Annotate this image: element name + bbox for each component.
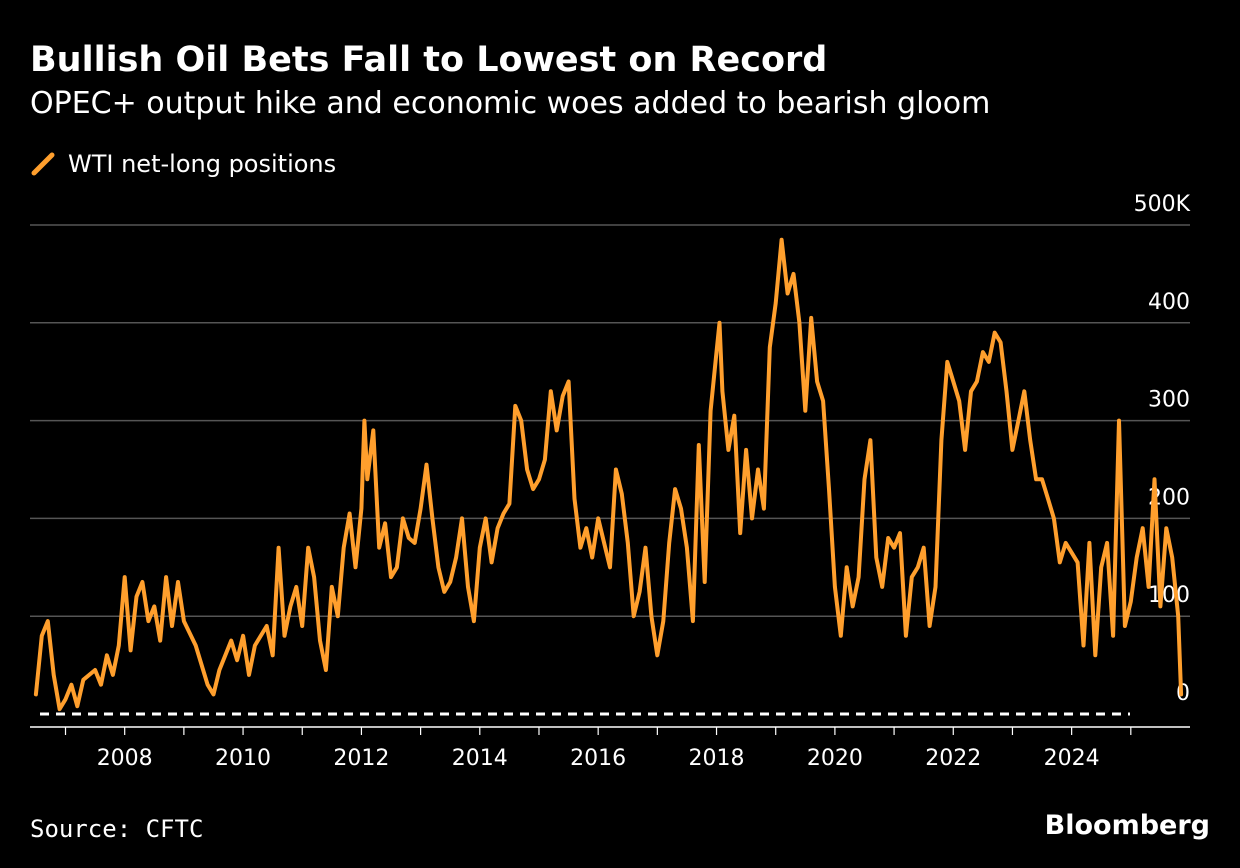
x-tick-label: 2020: [807, 746, 863, 771]
x-tick-label: 2016: [570, 746, 626, 771]
bloomberg-logo: Bloomberg: [1044, 810, 1210, 841]
x-tick-label: 2024: [1044, 746, 1100, 771]
chart-title: Bullish Oil Bets Fall to Lowest on Recor…: [30, 40, 828, 80]
legend: WTI net-long positions: [30, 150, 336, 178]
chart-subtitle: OPEC+ output hike and economic woes adde…: [30, 86, 991, 121]
y-tick-label: 300: [1148, 388, 1190, 413]
x-tick-label: 2022: [925, 746, 981, 771]
legend-line-icon: [31, 152, 55, 176]
source-note: Source: CFTC: [30, 815, 204, 843]
x-tick-label: 2014: [452, 746, 508, 771]
y-tick-label: 400: [1148, 290, 1190, 315]
legend-label: WTI net-long positions: [68, 150, 337, 178]
y-tick-label: 500K: [1134, 192, 1191, 217]
x-tick-label: 2012: [333, 746, 389, 771]
y-tick-label: 100: [1148, 583, 1190, 608]
x-tick-label: 2008: [97, 746, 153, 771]
x-tick-label: 2010: [215, 746, 271, 771]
series-line-wti-net-long: [33, 237, 1184, 712]
x-tick-label: 2018: [689, 746, 745, 771]
